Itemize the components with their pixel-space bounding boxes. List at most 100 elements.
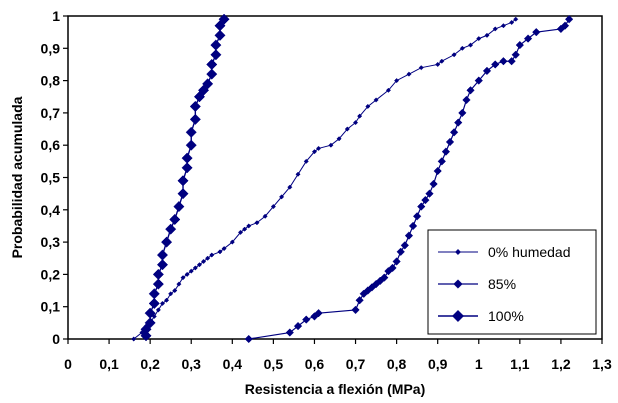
data-point xyxy=(408,221,418,231)
data-point xyxy=(466,86,475,95)
data-point xyxy=(192,265,198,271)
x-tick-label: 0,3 xyxy=(181,356,201,372)
data-point xyxy=(311,149,318,155)
data-point xyxy=(217,249,223,255)
x-axis-ticks: 0 0,1 0,2 0,3 0,4 0,5 0,6 0,7 0,8 0,9 1 1,1 1,2 1,3 xyxy=(64,339,612,372)
data-point xyxy=(357,113,363,119)
legend-label: 85% xyxy=(488,276,516,292)
data-point xyxy=(244,334,253,344)
data-point xyxy=(156,249,169,261)
data-point xyxy=(173,201,185,213)
data-point xyxy=(148,297,160,310)
data-point xyxy=(328,142,334,148)
data-point xyxy=(172,287,178,294)
data-point xyxy=(155,307,161,313)
data-point xyxy=(380,273,389,282)
data-point xyxy=(476,36,482,42)
data-point xyxy=(184,271,190,277)
data-point xyxy=(210,49,222,61)
data-point xyxy=(462,95,471,105)
y-axis-title: Probabilidad acumulada xyxy=(9,96,25,258)
data-point xyxy=(352,120,359,126)
series-layer xyxy=(131,13,574,344)
x-tick-label: 1,2 xyxy=(551,356,571,372)
data-point xyxy=(185,126,197,138)
data-point xyxy=(388,263,397,273)
y-tick-label: 0,2 xyxy=(41,266,61,282)
data-point xyxy=(500,23,506,29)
data-point xyxy=(433,166,442,176)
data-point xyxy=(177,175,189,187)
data-point xyxy=(140,330,152,342)
data-point xyxy=(425,189,434,198)
data-point xyxy=(303,158,309,164)
y-tick-label: 0,6 xyxy=(41,137,61,153)
y-tick-label: 0,5 xyxy=(41,170,61,186)
data-point xyxy=(202,78,214,90)
legend: 0% humedad 85% 100% xyxy=(427,229,597,335)
data-point xyxy=(474,76,483,85)
data-point xyxy=(229,239,235,245)
data-point xyxy=(458,108,467,118)
x-tick-label: 0 xyxy=(64,356,72,372)
legend-entry: 85% xyxy=(438,276,516,292)
x-tick-label: 0,4 xyxy=(223,356,243,372)
series-1 xyxy=(131,16,519,342)
data-point xyxy=(445,137,455,147)
data-point xyxy=(144,307,156,319)
data-point xyxy=(459,45,465,51)
data-point xyxy=(209,252,215,258)
data-point xyxy=(131,336,137,342)
data-point xyxy=(181,162,193,174)
data-point xyxy=(418,65,424,71)
data-point xyxy=(196,262,202,268)
data-point xyxy=(189,100,201,112)
x-axis-title: Resistencia a flexión (MPa) xyxy=(245,381,426,397)
data-point xyxy=(515,40,524,50)
data-point xyxy=(246,223,252,229)
legend-swatch-marker xyxy=(454,248,462,256)
data-point xyxy=(523,34,533,43)
legend-swatch-marker xyxy=(451,309,465,323)
data-point xyxy=(287,184,293,190)
data-point xyxy=(159,300,166,307)
data-point xyxy=(396,247,405,256)
data-point xyxy=(437,157,446,166)
data-point xyxy=(449,128,459,137)
data-point xyxy=(413,212,422,221)
data-point xyxy=(205,255,211,261)
data-point xyxy=(168,291,174,297)
data-point xyxy=(148,288,160,300)
data-point xyxy=(400,241,409,250)
data-point xyxy=(392,257,401,266)
data-point xyxy=(365,103,371,109)
x-tick-label: 0,8 xyxy=(387,356,407,372)
data-point xyxy=(314,309,323,318)
data-point xyxy=(417,202,426,211)
data-point xyxy=(451,52,457,58)
x-tick-label: 0,7 xyxy=(346,356,366,372)
x-tick-label: 1,3 xyxy=(592,356,612,372)
data-point xyxy=(270,204,276,210)
data-point xyxy=(344,126,350,132)
data-point xyxy=(177,188,189,200)
data-point xyxy=(484,32,490,38)
data-point xyxy=(316,145,322,151)
data-point xyxy=(507,57,516,66)
y-tick-label: 0,9 xyxy=(41,40,61,56)
data-point xyxy=(560,21,570,30)
data-point xyxy=(218,13,230,25)
data-point xyxy=(439,58,445,64)
data-point xyxy=(355,296,364,305)
data-point xyxy=(385,87,391,93)
legend-entry: 100% xyxy=(438,308,524,324)
data-point xyxy=(513,16,519,22)
legend-label: 0% humedad xyxy=(488,244,571,260)
data-point xyxy=(161,236,173,248)
y-tick-label: 0,7 xyxy=(41,105,61,121)
x-tick-label: 0,5 xyxy=(264,356,284,372)
data-point xyxy=(499,57,508,66)
data-point xyxy=(492,26,498,32)
data-point xyxy=(262,213,268,219)
data-point xyxy=(185,139,197,151)
